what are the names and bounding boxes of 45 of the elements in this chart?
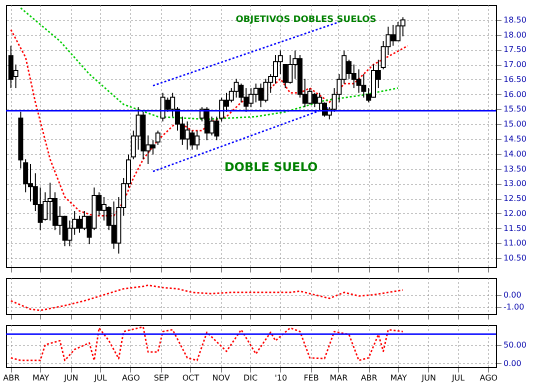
x-tick-label: '10	[274, 374, 288, 382]
y-tick-label: 13.00	[504, 179, 526, 188]
y-tick-label: 17.00	[504, 60, 526, 70]
line-series	[10, 28, 409, 217]
y-tick-label: -1.00	[504, 302, 524, 312]
x-tick-label: ABR	[360, 374, 378, 382]
x-tick-label: AGO	[480, 374, 498, 382]
y-tick-label: 0.00	[504, 290, 522, 300]
annotation: OBJETIVOS DOBLES SUELOS	[236, 15, 376, 25]
x-tick-label: ABR	[3, 374, 20, 382]
y-tick-label: 15.00	[504, 120, 526, 129]
x-tick-label: JUN	[420, 374, 436, 382]
x-tick-label: JUL	[450, 374, 466, 382]
y-tick-label: 17.50	[504, 45, 526, 54]
y-tick-label: 10.50	[504, 254, 526, 263]
x-tick-label: NOV	[212, 374, 230, 382]
y-tick-label: 11.50	[504, 224, 526, 233]
x-tick-label: DIC	[243, 374, 258, 382]
y-tick-label: 18.00	[504, 30, 526, 40]
y-tick-label: 14.50	[504, 134, 526, 144]
line-series	[10, 284, 404, 312]
y-tick-label: 12.00	[504, 208, 526, 218]
y-tick-label: 18.50	[504, 15, 526, 24]
y-tick-label: 15.50	[504, 104, 526, 114]
y-tick-label: 14.00	[504, 149, 526, 158]
line-series	[10, 326, 404, 362]
x-tick-label: JUN	[63, 374, 78, 382]
x-tick-label: MAY	[390, 374, 407, 382]
line-series	[20, 7, 399, 120]
candlestick	[155, 130, 160, 146]
y-tick-label: 12.50	[504, 194, 526, 204]
y-tick-label: 13.50	[504, 164, 526, 174]
x-tick-label: SEP	[154, 374, 169, 382]
y-tick-label: 50.00	[504, 340, 526, 350]
y-tick-label: 16.50	[504, 74, 526, 84]
y-tick-label: 0.00	[504, 358, 522, 368]
x-tick-label: AGO	[122, 374, 140, 382]
x-tick-label: OCT	[182, 374, 200, 382]
x-tick-label: MAY	[32, 374, 50, 382]
annotation: DOBLE SUELO	[224, 160, 318, 174]
x-tick-label: JUL	[93, 374, 108, 382]
y-tick-label: 11.00	[504, 238, 526, 248]
y-tick-label: 16.00	[504, 90, 526, 99]
x-tick-label: MAR	[330, 374, 348, 382]
x-tick-label: FEB	[304, 374, 319, 382]
